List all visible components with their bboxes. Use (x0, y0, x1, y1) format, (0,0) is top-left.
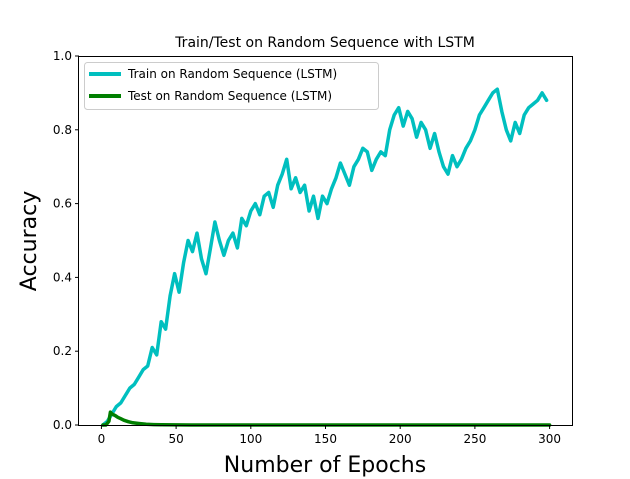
legend-box (84, 62, 379, 110)
y-axis-ticks: 0.0 0.2 0.4 0.6 0.8 1.0 (53, 49, 79, 432)
x-tick-label: 300 (538, 432, 561, 446)
x-tick-label: 100 (239, 432, 262, 446)
plot-frame (78, 56, 573, 426)
y-tick-label: 1.0 (53, 49, 72, 63)
x-tick-label: 150 (314, 432, 337, 446)
legend-label-train: Train on Random Sequence (LSTM) (127, 67, 337, 81)
x-tick-label: 200 (389, 432, 412, 446)
series-line-0 (101, 87, 549, 427)
legend: Train on Random Sequence (LSTM) Test on … (84, 62, 379, 110)
chart-title: Train/Test on Random Sequence with LSTM (174, 35, 475, 51)
y-tick-label: 0.4 (53, 270, 72, 284)
y-axis-label: Accuracy (17, 191, 42, 291)
y-tick-label: 0.6 (53, 197, 72, 211)
legend-label-test: Test on Random Sequence (LSTM) (127, 89, 332, 103)
y-tick-label: 0.0 (53, 418, 72, 432)
x-tick-label: 250 (463, 432, 486, 446)
y-tick-label: 0.8 (53, 123, 72, 137)
x-axis-label: Number of Epochs (224, 453, 426, 478)
x-tick-label: 0 (98, 432, 106, 446)
x-tick-label: 50 (168, 432, 183, 446)
y-tick-label: 0.2 (53, 344, 72, 358)
x-axis-ticks: 0 50 100 150 200 250 300 (98, 425, 561, 446)
